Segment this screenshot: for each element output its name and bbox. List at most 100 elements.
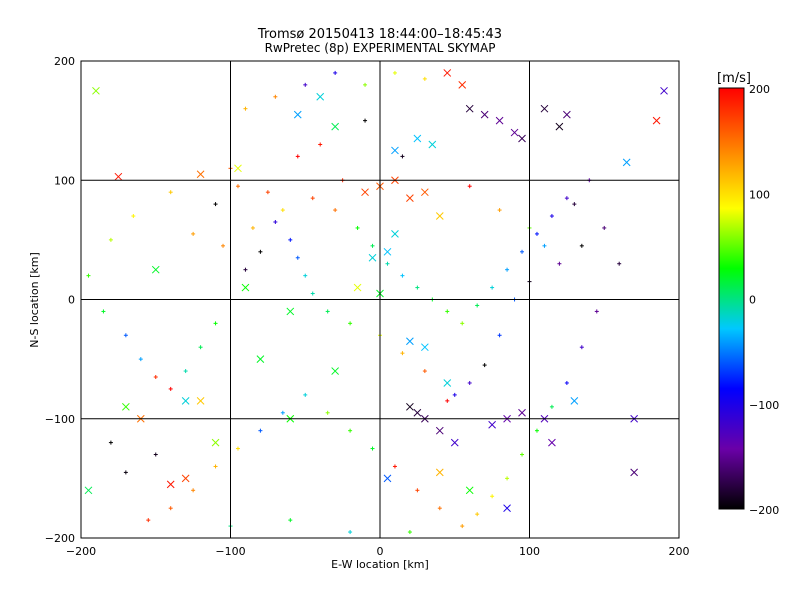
data-point-plus [325, 410, 330, 415]
data-point-x [503, 504, 511, 513]
data-point-plus [348, 321, 353, 326]
data-point-plus [280, 208, 285, 213]
data-point-plus [520, 452, 525, 457]
y-tick-label: 200 [54, 55, 75, 68]
y-tick-label: 0 [68, 294, 75, 307]
data-point-plus [602, 225, 607, 230]
data-point-x [458, 80, 467, 89]
data-point-x [196, 170, 205, 179]
data-point-plus [385, 261, 390, 266]
data-point-x [256, 355, 265, 363]
data-point-plus [400, 273, 405, 278]
x-axis-ticks: −200 −100 0 100 200 [66, 545, 690, 558]
data-point-plus [370, 446, 375, 451]
data-point-plus [295, 154, 300, 159]
data-point-plus [213, 464, 218, 469]
data-point-plus [579, 345, 584, 350]
data-point-plus [579, 243, 584, 248]
data-point-plus [235, 184, 240, 189]
data-point-plus [617, 261, 622, 266]
data-point-plus [168, 506, 173, 511]
data-point-plus [288, 237, 293, 242]
data-point-x [443, 379, 452, 387]
data-point-plus [534, 231, 539, 236]
data-point-x [84, 486, 93, 495]
data-point-plus [467, 380, 472, 385]
data-point-x [361, 188, 369, 197]
data-point-x [435, 468, 444, 477]
colorbar-tick-label: 0 [749, 294, 756, 307]
data-point-plus [445, 309, 450, 314]
x-tick-label: 0 [377, 545, 384, 558]
data-point-plus [564, 196, 569, 201]
data-point-x [166, 480, 175, 489]
data-point-plus [363, 118, 368, 123]
data-point-plus [221, 243, 226, 248]
data-point-x [353, 283, 362, 292]
data-point-x [406, 337, 414, 346]
data-point-plus [191, 231, 196, 236]
data-point-plus [258, 249, 263, 254]
data-point-plus [310, 196, 315, 201]
data-point-plus [183, 369, 188, 374]
data-point-x [555, 122, 564, 131]
data-point-plus [348, 530, 353, 535]
data-point-x [368, 253, 377, 262]
data-point-plus [549, 404, 554, 409]
x-axis-label: E-W location [km] [331, 558, 429, 571]
data-point-x [622, 158, 631, 167]
data-point-plus [273, 94, 278, 99]
data-point-x [450, 438, 459, 447]
data-point-plus [191, 488, 196, 493]
data-point-x [495, 116, 504, 125]
data-point-plus [392, 464, 397, 469]
data-point-plus [452, 392, 457, 397]
points-layer [84, 69, 668, 535]
y-tick-label: −100 [45, 413, 75, 426]
data-point-x [443, 69, 452, 77]
data-point-x [406, 402, 414, 411]
data-point-plus [153, 375, 158, 380]
data-point-plus [505, 476, 510, 481]
data-point-plus [295, 255, 300, 260]
data-point-plus [482, 363, 487, 368]
colorbar-tick-label: 200 [749, 83, 770, 96]
data-point-x [435, 212, 444, 220]
y-tick-label: 100 [54, 174, 75, 187]
data-point-x [413, 408, 422, 417]
data-point-plus [490, 494, 495, 499]
data-point-plus [333, 70, 338, 75]
data-point-x [293, 110, 302, 119]
data-point-x [420, 343, 429, 352]
data-point-x [181, 397, 190, 405]
x-tick-label: 100 [519, 545, 540, 558]
data-point-x [435, 426, 444, 435]
data-point-x [92, 86, 100, 95]
data-point-plus [542, 243, 547, 248]
grid-layer [81, 61, 679, 538]
y-axis-ticks: −200 −100 0 100 200 [45, 55, 75, 545]
data-point-x [316, 92, 325, 101]
colorbar-ticks: 200 100 0 −100 −200 [749, 83, 779, 517]
data-point-plus [310, 291, 315, 296]
data-point-plus [303, 273, 308, 278]
colorbar-label: [m/s] [717, 71, 751, 86]
data-point-plus [198, 345, 203, 350]
data-point-plus [123, 333, 128, 338]
data-point-x [413, 134, 422, 143]
data-point-x [391, 230, 399, 238]
data-point-plus [497, 208, 502, 213]
data-point-x [420, 188, 429, 197]
data-point-x [465, 486, 474, 495]
data-point-plus [497, 333, 502, 338]
data-point-x [510, 128, 519, 137]
x-tick-label: 200 [669, 545, 690, 558]
data-point-plus [505, 267, 510, 272]
data-point-plus [355, 225, 360, 230]
data-point-x [211, 438, 220, 447]
data-point-plus [123, 470, 128, 475]
data-point-plus [363, 82, 368, 87]
data-point-plus [153, 452, 158, 457]
